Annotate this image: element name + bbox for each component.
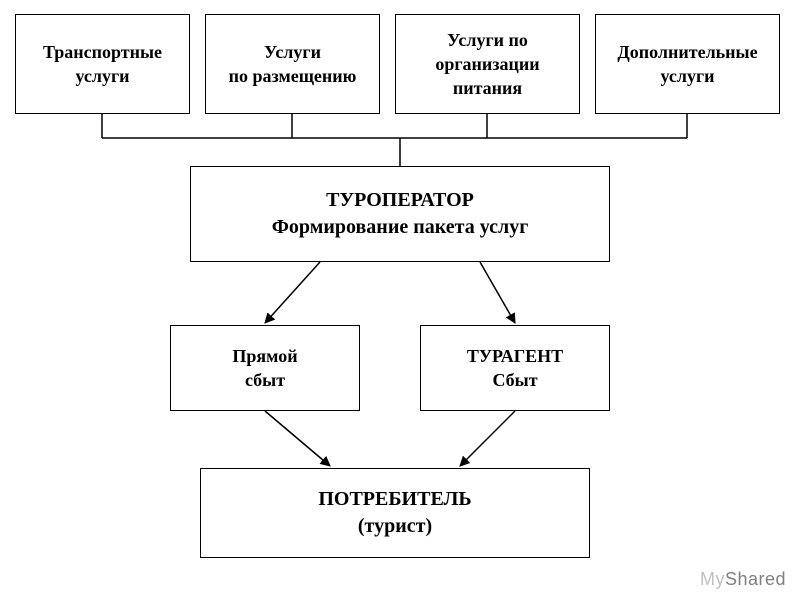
node-direct-sales: Прямой сбыт: [170, 325, 360, 411]
node-label: (турист): [358, 513, 432, 540]
node-travel-agent: ТУРАГЕНТ Сбыт: [420, 325, 610, 411]
node-label: питания: [453, 76, 522, 100]
watermark-part2: Shared: [725, 569, 786, 589]
node-label: услуги: [660, 64, 714, 88]
node-label: Прямой: [232, 344, 297, 368]
node-transport: Транспортные услуги: [15, 14, 190, 114]
node-label: Услуги: [264, 40, 321, 64]
node-label: сбыт: [245, 368, 285, 392]
watermark: MyShared: [700, 569, 786, 590]
node-additional: Дополнительные услуги: [595, 14, 780, 114]
node-tour-operator: ТУРОПЕРАТОР Формирование пакета услуг: [190, 166, 610, 262]
node-consumer: ПОТРЕБИТЕЛЬ (турист): [200, 468, 590, 558]
node-label: Транспортные: [43, 40, 162, 64]
node-accommodation: Услуги по размещению: [205, 14, 380, 114]
node-label: услуги: [75, 64, 129, 88]
node-label: Сбыт: [492, 368, 537, 392]
node-label: ТУРОПЕРАТОР: [326, 187, 474, 214]
node-label: ПОТРЕБИТЕЛЬ: [318, 486, 471, 513]
node-catering: Услуги по организации питания: [395, 14, 580, 114]
node-label: ТУРАГЕНТ: [467, 344, 563, 368]
node-label: организации: [435, 52, 539, 76]
node-label: Дополнительные: [617, 40, 757, 64]
node-label: Формирование пакета услуг: [272, 214, 529, 241]
watermark-part1: My: [700, 569, 725, 589]
node-label: Услуги по: [447, 28, 528, 52]
node-label: по размещению: [229, 64, 357, 88]
